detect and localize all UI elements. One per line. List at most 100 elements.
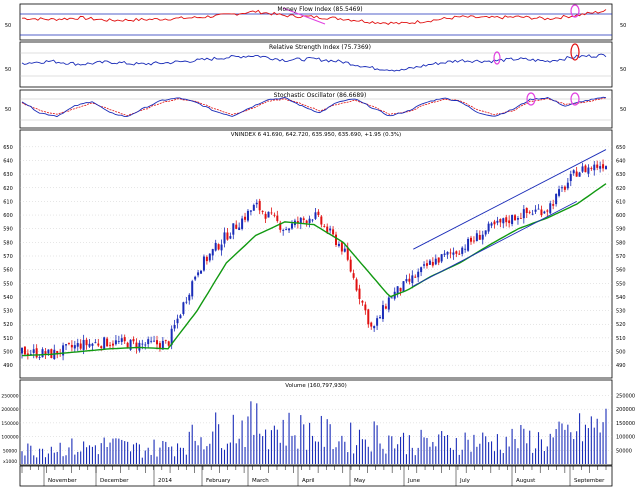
price-frame xyxy=(19,129,613,379)
volume-tick-label: 150000 xyxy=(616,421,635,427)
volume-tick-label: 100000 xyxy=(1,435,18,441)
candle-body xyxy=(94,342,97,344)
candle-body xyxy=(147,339,150,345)
candle-body xyxy=(399,287,402,292)
candle-body xyxy=(446,251,449,255)
candle-body xyxy=(26,353,29,356)
date-axis-frame xyxy=(19,465,613,487)
candle-body xyxy=(117,341,120,343)
stoch-tick: 50 xyxy=(5,107,11,113)
candle-body xyxy=(167,341,170,346)
candle-body xyxy=(349,259,352,272)
candle-body xyxy=(129,339,132,350)
mfi-divergence-line xyxy=(282,7,326,25)
month-label: June xyxy=(407,478,421,484)
date-axis: November December 2014 February March April Ma… xyxy=(19,465,613,487)
candle-body xyxy=(88,343,91,347)
candle-body xyxy=(358,288,361,299)
volume-ticks-right: 250000 200000 150000 100000 50000 xyxy=(616,393,635,454)
price-tick-label: 530 xyxy=(3,309,13,315)
candle-body xyxy=(288,228,291,231)
candle-body xyxy=(602,164,605,169)
volume-ticks-left: 250000 200000 150000 100000 50000 x1000 xyxy=(1,393,18,465)
candle-body xyxy=(508,220,511,224)
candle-body xyxy=(302,218,305,220)
candle-body xyxy=(596,164,599,168)
candle-body xyxy=(411,275,414,284)
price-tick-label: 580 xyxy=(3,240,13,246)
candle-body xyxy=(67,343,70,344)
price-tick-label: 630 xyxy=(3,172,13,178)
price-candles xyxy=(21,159,607,361)
candle-body xyxy=(434,258,437,265)
candle-body xyxy=(91,343,94,346)
candle-body xyxy=(191,281,194,297)
volume-tick-label: 50000 xyxy=(3,448,17,454)
candle-body xyxy=(238,227,241,231)
price-tick-label: 490 xyxy=(3,363,13,369)
candle-body xyxy=(244,216,247,220)
price-tick-label: 520 xyxy=(3,322,13,328)
price-tick-label: 600 xyxy=(616,213,626,219)
candle-body xyxy=(431,261,434,266)
rsi-tick-right: 50 xyxy=(620,67,626,73)
candle-body xyxy=(126,342,129,349)
candle-body xyxy=(323,226,326,227)
candle-body xyxy=(255,202,258,205)
candle-body xyxy=(76,343,79,347)
price-tick-label: 610 xyxy=(3,199,13,205)
price-tick-label: 560 xyxy=(3,268,13,274)
candle-body xyxy=(337,243,340,246)
candle-body xyxy=(461,247,464,254)
candle-body xyxy=(581,166,584,172)
candle-body xyxy=(208,253,211,261)
candle-body xyxy=(182,302,185,314)
candle-body xyxy=(176,318,179,324)
candle-body xyxy=(317,211,320,215)
candle-body xyxy=(475,233,478,242)
candle-body xyxy=(364,304,367,311)
month-label: August xyxy=(516,478,536,484)
mfi-marker xyxy=(570,4,580,18)
candle-body xyxy=(264,213,267,219)
price-tick-label: 520 xyxy=(616,322,626,328)
price-label: VNINDEX 6 41.690, 642.720, 635.950, 635.… xyxy=(231,132,401,138)
candle-body xyxy=(114,340,117,345)
volume-label: Volume (160,797,930) xyxy=(285,383,347,389)
candle-body xyxy=(493,221,496,225)
price-tick-label: 500 xyxy=(616,350,626,356)
candle-body xyxy=(455,251,458,254)
price-tick-label: 640 xyxy=(3,158,13,164)
price-tick-label: 630 xyxy=(616,172,626,178)
candle-body xyxy=(35,348,38,358)
candle-body xyxy=(425,263,428,266)
price-tick-label: 570 xyxy=(3,254,13,260)
price-tick-label: 590 xyxy=(616,227,626,233)
volume-tick-label: 200000 xyxy=(1,407,18,413)
price-tick-label: 530 xyxy=(616,309,626,315)
volume-bars xyxy=(21,401,607,464)
candle-body xyxy=(543,211,546,214)
candle-body xyxy=(164,339,167,341)
candle-body xyxy=(516,218,519,220)
volume-tick-label: 150000 xyxy=(1,421,18,427)
rsi-line xyxy=(21,53,607,72)
candle-body xyxy=(279,222,282,230)
candle-body xyxy=(285,229,288,230)
candle-body xyxy=(103,337,106,349)
candle-body xyxy=(120,338,123,342)
candle-body xyxy=(197,272,200,276)
candle-body xyxy=(440,254,443,262)
candle-body xyxy=(109,344,112,346)
candle-body xyxy=(308,218,311,223)
candle-body xyxy=(305,220,308,224)
candle-body xyxy=(200,270,203,274)
candle-body xyxy=(246,210,249,221)
candle-body xyxy=(452,252,455,255)
candle-body xyxy=(420,267,423,273)
candle-body xyxy=(267,211,270,218)
candle-body xyxy=(437,257,440,263)
candle-body xyxy=(70,344,73,348)
candle-body xyxy=(314,212,317,219)
price-tick-label: 550 xyxy=(616,281,626,287)
